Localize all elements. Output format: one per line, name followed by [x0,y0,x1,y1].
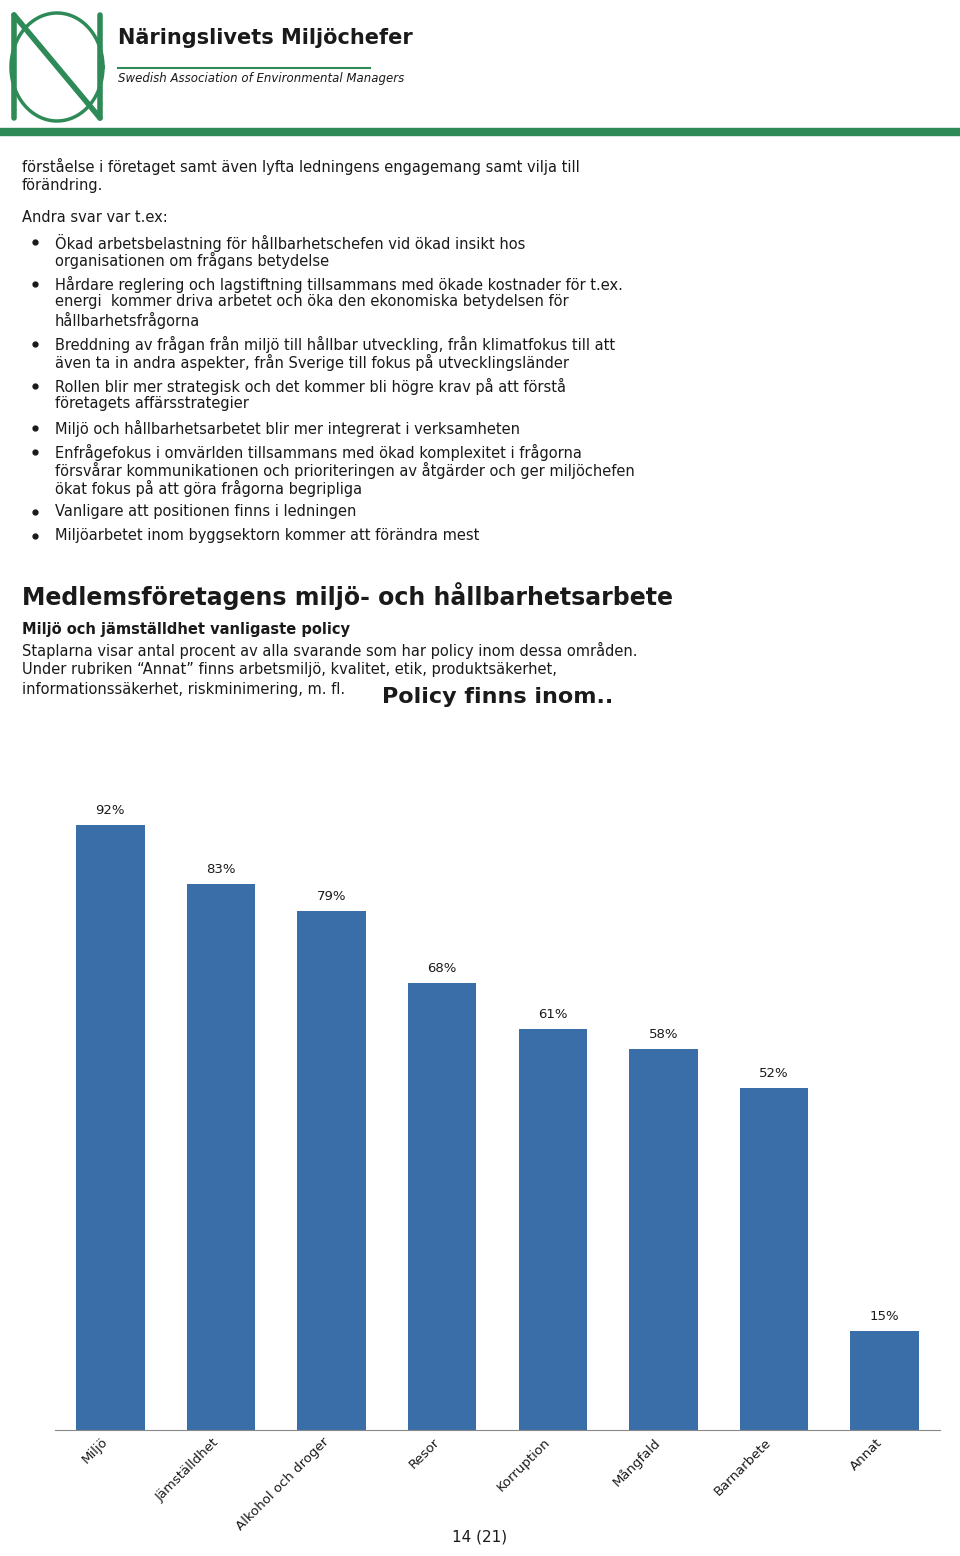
Text: 14 (21): 14 (21) [452,1530,508,1545]
Text: försvårar kommunikationen och prioriteringen av åtgärder och ger miljöchefen: försvårar kommunikationen och prioriteri… [55,462,635,479]
Text: Näringslivets Miljöchefer: Näringslivets Miljöchefer [118,28,413,48]
Text: 61%: 61% [538,1008,567,1021]
Bar [740,1088,808,1430]
Text: 68%: 68% [427,962,457,976]
Text: Breddning av frågan från miljö till hållbar utveckling, från klimatfokus till at: Breddning av frågan från miljö till håll… [55,336,615,353]
Bar [629,1049,698,1430]
Text: Staplarna visar antal procent av alla svarande som har policy inom dessa områden: Staplarna visar antal procent av alla sv… [22,643,637,660]
Text: 15%: 15% [870,1310,900,1324]
Text: företagets affärsstrategier: företagets affärsstrategier [55,395,249,411]
Text: Hårdare reglering och lagstiftning tillsammans med ökade kostnader för t.ex.: Hårdare reglering och lagstiftning tills… [55,275,623,293]
Text: organisationen om frågans betydelse: organisationen om frågans betydelse [55,252,329,269]
Text: förståelse i företaget samt även lyfta ledningens engagemang samt vilja till: förståelse i företaget samt även lyfta l… [22,159,580,174]
Text: Swedish Association of Environmental Managers: Swedish Association of Environmental Man… [118,72,404,86]
Bar [298,910,366,1430]
Text: 58%: 58% [649,1029,678,1041]
Bar [851,1332,919,1430]
Text: Ökad arbetsbelastning för hållbarhetschefen vid ökad insikt hos: Ökad arbetsbelastning för hållbarhetsche… [55,233,525,252]
Text: Under rubriken “Annat” finns arbetsmiljö, kvalitet, etik, produktsäkerhet,: Under rubriken “Annat” finns arbetsmiljö… [22,661,557,677]
Title: Policy finns inom..: Policy finns inom.. [382,688,613,708]
Text: 92%: 92% [96,804,125,817]
Bar [186,884,255,1430]
Bar [408,983,476,1430]
Bar [518,1029,588,1430]
Text: Vanligare att positionen finns i ledningen: Vanligare att positionen finns i ledning… [55,504,356,520]
Text: Andra svar var t.ex:: Andra svar var t.ex: [22,210,168,226]
Text: hållbarhetsfrågorna: hållbarhetsfrågorna [55,313,201,328]
Text: Medlemsföretagens miljö- och hållbarhetsarbete: Medlemsföretagens miljö- och hållbarhets… [22,582,673,610]
Text: förändring.: förändring. [22,177,104,193]
Text: Rollen blir mer strategisk och det kommer bli högre krav på att förstå: Rollen blir mer strategisk och det komme… [55,378,566,395]
Text: Enfrågefokus i omvärlden tillsammans med ökad komplexitet i frågorna: Enfrågefokus i omvärlden tillsammans med… [55,443,582,461]
Text: ökat fokus på att göra frågorna begripliga: ökat fokus på att göra frågorna begripli… [55,479,362,496]
Bar [76,825,145,1430]
Text: energi  kommer driva arbetet och öka den ekonomiska betydelsen för: energi kommer driva arbetet och öka den … [55,294,568,310]
Text: Miljöarbetet inom byggsektorn kommer att förändra mest: Miljöarbetet inom byggsektorn kommer att… [55,527,479,543]
Text: även ta in andra aspekter, från Sverige till fokus på utvecklingsländer: även ta in andra aspekter, från Sverige … [55,355,569,370]
Text: Miljö och hållbarhetsarbetet blir mer integrerat i verksamheten: Miljö och hållbarhetsarbetet blir mer in… [55,420,520,437]
Text: Miljö och jämställdhet vanligaste policy: Miljö och jämställdhet vanligaste policy [22,622,350,636]
Text: 52%: 52% [759,1067,789,1080]
Text: 79%: 79% [317,890,347,902]
Text: 83%: 83% [206,864,236,876]
Text: informationssäkerhet, riskminimering, m. fl.: informationssäkerhet, riskminimering, m.… [22,682,346,697]
